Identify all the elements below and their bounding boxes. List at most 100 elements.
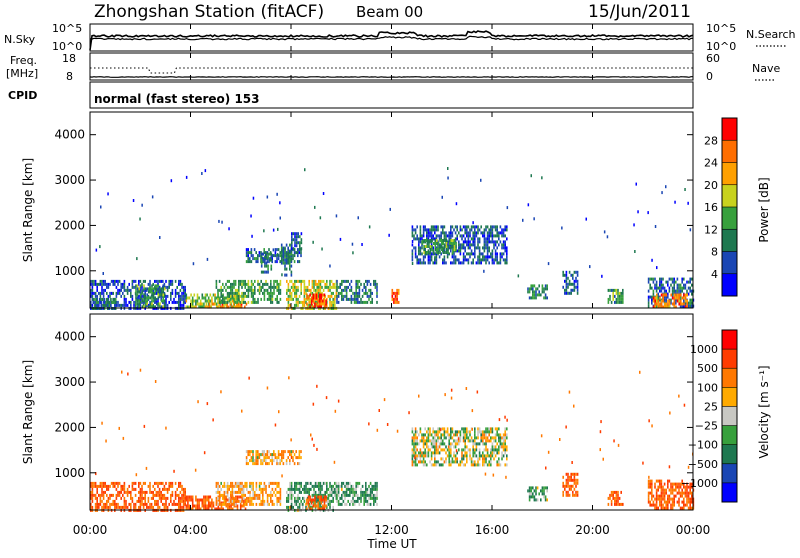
heatmap-cell: [264, 255, 266, 259]
heatmap-cell: [123, 487, 126, 491]
heatmap-cell: [244, 484, 246, 488]
heatmap-cell: [434, 460, 436, 464]
heatmap-cell: [174, 291, 177, 295]
heatmap-cell: [241, 490, 243, 494]
heatmap-cell: [250, 214, 252, 218]
heatmap-cell: [565, 270, 568, 274]
heatmap-cell: [90, 291, 92, 295]
heatmap-cell: [173, 502, 175, 506]
heatmap-cell: [504, 451, 506, 455]
heatmap-cell: [572, 493, 574, 497]
heatmap-cell: [272, 228, 275, 232]
heatmap-cell: [182, 487, 185, 491]
heatmap-cell: [456, 237, 458, 241]
heatmap-cell: [230, 294, 232, 298]
heatmap-cell: [530, 284, 532, 288]
heatmap-cell: [679, 286, 682, 290]
heatmap-cell: [660, 305, 663, 309]
heatmap-cell: [307, 504, 310, 508]
heatmap-cell: [220, 504, 223, 508]
heatmap-cell: [104, 505, 106, 509]
heatmap-cell: [438, 430, 441, 434]
heatmap-cell: [142, 496, 145, 500]
heatmap-cell: [673, 305, 676, 309]
heatmap-cell: [279, 260, 281, 264]
heatmap-cell: [429, 231, 431, 235]
heatmap-cell: [493, 448, 495, 452]
heatmap-cell: [472, 445, 474, 449]
heatmap-cell: [467, 430, 470, 434]
heatmap-cell: [491, 448, 494, 452]
heatmap-cell: [236, 302, 238, 306]
heatmap-cell: [318, 293, 321, 297]
heatmap-cell: [230, 282, 232, 286]
heatmap-cell: [289, 261, 291, 265]
heatmap-cell: [260, 499, 262, 503]
heatmap-cell: [652, 500, 655, 504]
heatmap-cell: [98, 505, 100, 509]
heatmap-cell: [112, 499, 114, 503]
heatmap-cell: [668, 494, 671, 498]
velocity-panel-frame: [90, 314, 693, 510]
heatmap-cell: [222, 507, 224, 511]
heatmap-cell: [474, 451, 476, 455]
heatmap-cell: [411, 225, 414, 229]
heatmap-cell: [499, 240, 502, 244]
heatmap-cell: [90, 484, 92, 488]
heatmap-cell: [541, 489, 544, 493]
heatmap-cell: [506, 249, 508, 253]
heatmap-cell: [546, 287, 548, 291]
heatmap-cell: [96, 499, 98, 503]
heatmap-cell: [166, 294, 169, 298]
heatmap-cell: [490, 240, 492, 244]
heatmap-cell: [535, 293, 537, 297]
heatmap-cell: [239, 484, 242, 488]
heatmap-cell: [494, 445, 497, 449]
heatmap-cell: [459, 225, 462, 229]
heatmap-cell: [293, 254, 296, 258]
heatmap-cell: [314, 291, 317, 295]
heatmap-cell: [310, 288, 312, 292]
heatmap-cell: [231, 285, 234, 289]
heatmap-cell: [204, 293, 207, 297]
heatmap-cell: [366, 294, 369, 298]
heatmap-cell: [122, 436, 125, 440]
heatmap-cell: [316, 493, 318, 497]
heatmap-cell: [237, 305, 240, 309]
heatmap-cell: [683, 485, 685, 489]
heatmap-cell: [467, 234, 470, 238]
heatmap-cell: [670, 277, 672, 281]
heatmap-cell: [466, 231, 468, 235]
heatmap-cell: [676, 277, 679, 281]
heatmap-cell: [660, 299, 663, 303]
heatmap-cell: [290, 487, 293, 491]
heatmap-cell: [678, 302, 680, 306]
heatmap-cell: [260, 252, 263, 256]
heatmap-cell: [242, 496, 245, 500]
heatmap-cell: [366, 487, 369, 491]
heatmap-cell: [217, 504, 220, 508]
heatmap-cell: [324, 481, 326, 485]
heatmap-cell: [429, 245, 432, 248]
heatmap-cell: [411, 228, 414, 232]
colorbar-tick-label: −100: [688, 439, 718, 452]
heatmap-cell: [491, 255, 494, 259]
heatmap-cell: [310, 296, 313, 300]
heatmap-cell: [287, 499, 290, 503]
heatmap-cell: [610, 288, 613, 292]
heatmap-cell: [284, 267, 286, 271]
heatmap-cell: [184, 297, 186, 301]
heatmap-cell: [157, 302, 160, 306]
heatmap-cell: [440, 439, 442, 443]
heatmap-cell: [483, 457, 486, 461]
heatmap-cell: [260, 270, 263, 274]
heatmap-cell: [293, 260, 296, 264]
nsky-left-tick-bottom: 10^0: [52, 40, 82, 53]
heatmap-cell: [257, 456, 259, 460]
heatmap-cell: [467, 448, 470, 452]
heatmap-cell: [314, 305, 316, 309]
heatmap-cell: [138, 282, 140, 286]
heatmap-cell: [91, 291, 94, 295]
heatmap-cell: [257, 462, 259, 466]
heatmap-cell: [190, 495, 192, 499]
